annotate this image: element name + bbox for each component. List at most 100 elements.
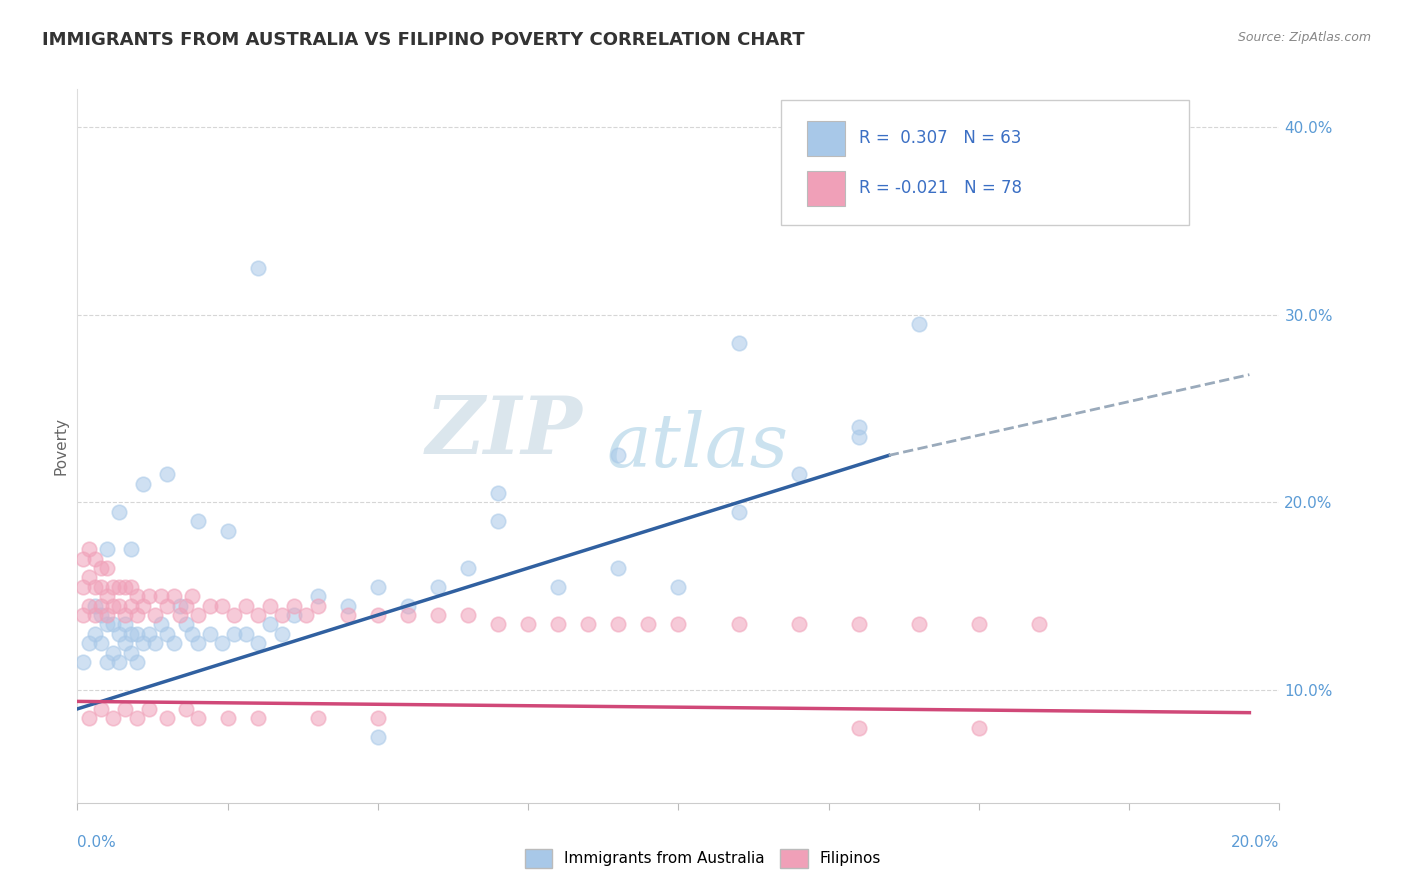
Point bbox=[156, 627, 179, 641]
Point bbox=[270, 607, 292, 622]
Point bbox=[217, 524, 239, 538]
Point bbox=[787, 467, 810, 482]
Text: R =  0.307   N = 63: R = 0.307 N = 63 bbox=[859, 129, 1021, 147]
Point bbox=[103, 599, 125, 613]
Text: IMMIGRANTS FROM AUSTRALIA VS FILIPINO POVERTY CORRELATION CHART: IMMIGRANTS FROM AUSTRALIA VS FILIPINO PO… bbox=[42, 31, 804, 49]
Point bbox=[132, 636, 155, 650]
Point bbox=[222, 607, 245, 622]
Point bbox=[169, 599, 191, 613]
Point bbox=[79, 599, 101, 613]
Point bbox=[96, 607, 118, 622]
Point bbox=[103, 617, 125, 632]
Point bbox=[246, 607, 269, 622]
Legend: Immigrants from Australia, Filipinos: Immigrants from Australia, Filipinos bbox=[519, 843, 887, 873]
Text: R = -0.021   N = 78: R = -0.021 N = 78 bbox=[859, 179, 1022, 197]
Bar bbox=[807, 121, 845, 155]
Point bbox=[108, 580, 131, 594]
Point bbox=[336, 599, 359, 613]
Point bbox=[114, 580, 136, 594]
Point bbox=[367, 580, 389, 594]
Point bbox=[668, 580, 690, 594]
Point bbox=[84, 580, 107, 594]
Point bbox=[79, 636, 101, 650]
Point bbox=[848, 617, 870, 632]
Point bbox=[84, 551, 107, 566]
Point bbox=[72, 551, 94, 566]
Point bbox=[848, 429, 870, 443]
Point bbox=[486, 617, 509, 632]
Point bbox=[198, 599, 221, 613]
Point bbox=[108, 505, 131, 519]
Point bbox=[246, 260, 269, 275]
Point bbox=[96, 589, 118, 603]
Point bbox=[787, 617, 810, 632]
Point bbox=[235, 627, 257, 641]
Point bbox=[127, 589, 149, 603]
Point bbox=[967, 617, 990, 632]
Point bbox=[90, 599, 112, 613]
Point bbox=[96, 561, 118, 575]
Point bbox=[156, 599, 179, 613]
Point bbox=[294, 607, 316, 622]
Point bbox=[127, 607, 149, 622]
Point bbox=[150, 617, 173, 632]
Point bbox=[108, 655, 131, 669]
Point bbox=[222, 627, 245, 641]
Point bbox=[486, 486, 509, 500]
Point bbox=[138, 702, 160, 716]
Point bbox=[114, 702, 136, 716]
Point bbox=[217, 711, 239, 725]
Point bbox=[108, 627, 131, 641]
Point bbox=[138, 589, 160, 603]
Point bbox=[120, 599, 142, 613]
Point bbox=[186, 514, 209, 528]
Text: 0.0%: 0.0% bbox=[77, 836, 117, 850]
Point bbox=[120, 542, 142, 557]
Point bbox=[114, 617, 136, 632]
Point bbox=[145, 607, 167, 622]
Point bbox=[607, 617, 630, 632]
Point bbox=[283, 599, 305, 613]
Point bbox=[367, 607, 389, 622]
Point bbox=[457, 561, 479, 575]
Point bbox=[90, 636, 112, 650]
Point bbox=[967, 721, 990, 735]
Text: ZIP: ZIP bbox=[426, 393, 582, 470]
Text: 20.0%: 20.0% bbox=[1232, 836, 1279, 850]
Point bbox=[180, 627, 202, 641]
Point bbox=[517, 617, 540, 632]
Point bbox=[90, 561, 112, 575]
Point bbox=[270, 627, 292, 641]
Point bbox=[246, 636, 269, 650]
Text: Source: ZipAtlas.com: Source: ZipAtlas.com bbox=[1237, 31, 1371, 45]
Point bbox=[174, 599, 197, 613]
Point bbox=[174, 617, 197, 632]
Point bbox=[114, 636, 136, 650]
Point bbox=[72, 580, 94, 594]
Point bbox=[72, 655, 94, 669]
Point bbox=[108, 599, 131, 613]
Point bbox=[336, 607, 359, 622]
Point bbox=[127, 711, 149, 725]
Point bbox=[174, 702, 197, 716]
Point bbox=[132, 599, 155, 613]
Point bbox=[235, 599, 257, 613]
Point bbox=[211, 636, 233, 650]
Point bbox=[186, 711, 209, 725]
Point bbox=[457, 607, 479, 622]
Point bbox=[848, 420, 870, 434]
Point bbox=[127, 627, 149, 641]
Point bbox=[145, 636, 167, 650]
Point bbox=[84, 627, 107, 641]
Point bbox=[120, 627, 142, 641]
Point bbox=[103, 580, 125, 594]
Point bbox=[547, 580, 569, 594]
Point bbox=[259, 599, 281, 613]
Point bbox=[186, 607, 209, 622]
Bar bbox=[807, 171, 845, 205]
Point bbox=[367, 730, 389, 744]
Point bbox=[727, 335, 749, 350]
Point bbox=[186, 636, 209, 650]
Point bbox=[547, 617, 569, 632]
Point bbox=[156, 711, 179, 725]
